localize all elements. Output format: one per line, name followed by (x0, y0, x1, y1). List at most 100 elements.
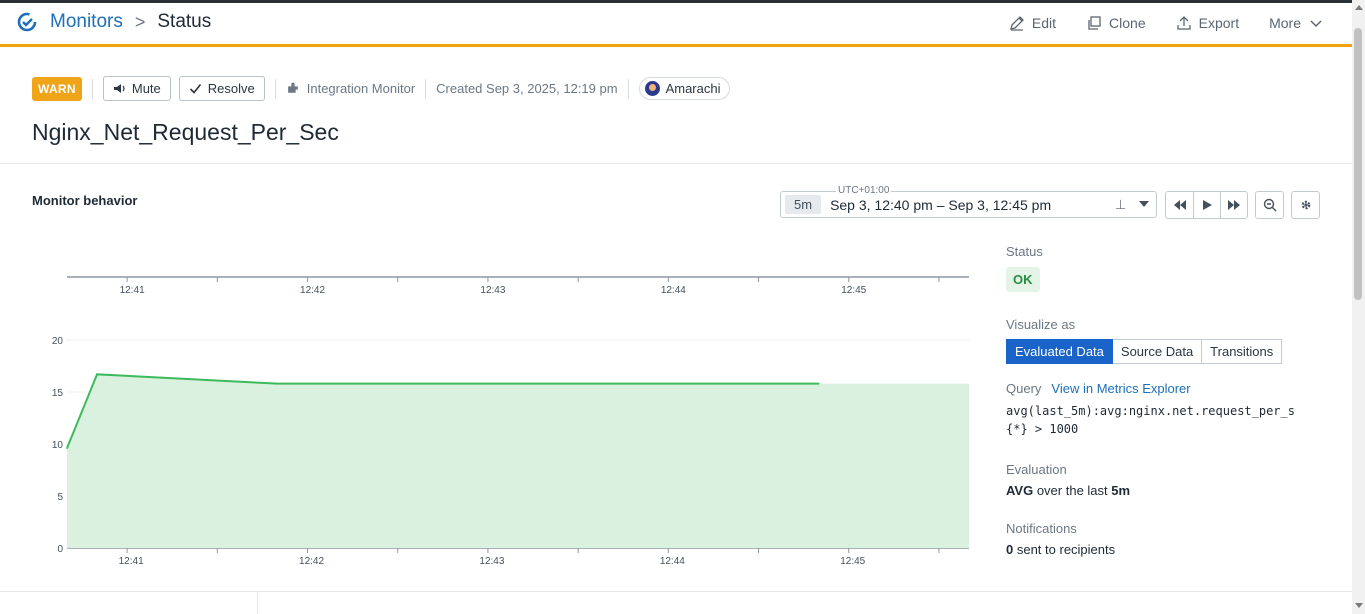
y-tick-label: 20 (52, 336, 64, 347)
data-point (817, 382, 820, 385)
y-tick-label: 5 (57, 492, 63, 503)
series-line (66, 373, 819, 449)
header-actions: Edit Clone Export More (1009, 15, 1324, 31)
mute-button[interactable]: Mute (102, 76, 171, 101)
monitor-type: Integration Monitor (286, 81, 415, 96)
y-tick-label: 15 (52, 388, 64, 399)
visualize-option-transitions[interactable]: Transitions (1202, 339, 1283, 364)
owner-chip[interactable]: Amarachi (638, 77, 731, 100)
resolve-button[interactable]: Resolve (178, 76, 265, 101)
status-badge: OK (1006, 267, 1040, 292)
y-tick-label: 0 (57, 544, 63, 555)
edit-label: Edit (1031, 15, 1057, 31)
y-tick-label: 10 (52, 440, 64, 451)
query-label: Query (1006, 381, 1042, 396)
rewind-button[interactable] (1166, 192, 1193, 218)
speaker-icon (113, 84, 125, 93)
mute-label: Mute (131, 81, 161, 96)
x-tick-label: 12:43 (479, 556, 504, 567)
evaluation-window: 5m (1111, 483, 1131, 498)
breadcrumb-current: Status (157, 11, 212, 32)
notifications-count: 0 (1006, 542, 1014, 557)
monitor-chart[interactable]: 0 5 10 15 20 12:41 12:41 12:42 12:42 12:43 12:43 12… (30, 250, 975, 570)
top-bar: Monitors > Status Edit Clone Export More (0, 3, 1352, 47)
evaluation-text: over the last (1033, 483, 1112, 498)
monitor-type-label: Integration Monitor (306, 81, 416, 96)
time-range-text: Sep 3, 12:40 pm – Sep 3, 12:45 pm (830, 196, 1052, 213)
monitors-logo-icon[interactable] (16, 11, 38, 33)
state-badge: WARN (32, 76, 82, 101)
divider (627, 78, 629, 99)
status-label: Status (1006, 244, 1043, 259)
metrics-explorer-link[interactable]: View in Metrics Explorer (1051, 381, 1191, 396)
breadcrumb: Monitors > Status (16, 11, 211, 33)
notifications-value: 0 sent to recipients (1006, 542, 1306, 557)
gear-icon (1301, 200, 1310, 210)
time-span-badge: 5m (785, 195, 822, 214)
edit-button[interactable]: Edit (1009, 15, 1056, 31)
x-tick-label: 12:45 (840, 556, 865, 567)
clone-button[interactable]: Clone (1086, 15, 1146, 31)
bottom-column-divider (257, 591, 258, 614)
vertical-scrollbar[interactable] (1352, 0, 1365, 614)
scroll-down-arrow-icon[interactable] (1355, 603, 1363, 608)
window-top-border (0, 0, 1352, 3)
section-title: Monitor behavior (32, 193, 138, 208)
x-tick-label: 12:44 (660, 556, 685, 567)
settings-button[interactable] (1292, 192, 1319, 218)
visualize-toggle: Evaluated Data Source Data Transitions (1006, 339, 1306, 364)
evaluation-value: AVG over the last 5m (1006, 483, 1306, 498)
x-tick-label: 12:41 (119, 556, 144, 567)
fast-forward-button[interactable] (1220, 192, 1247, 218)
top-x-tick-label: 12:42 (300, 285, 325, 296)
zoom-out-button[interactable] (1256, 192, 1283, 218)
puzzle-icon (287, 82, 298, 93)
divider (91, 78, 93, 99)
evaluation-label: Evaluation (1006, 462, 1067, 477)
breadcrumb-monitors-link[interactable]: Monitors (50, 11, 123, 32)
copy-icon (1088, 16, 1101, 30)
caret-down-icon[interactable] (1139, 201, 1149, 207)
top-x-tick-label: 12:41 (120, 285, 145, 296)
monitor-header: WARN Mute Resolve Integration Monitor Cr… (32, 76, 731, 101)
pencil-icon (1010, 16, 1024, 31)
scrollbar-thumb[interactable] (1354, 28, 1362, 300)
more-label: More (1269, 15, 1301, 31)
series-area (67, 374, 969, 548)
data-point (66, 447, 68, 449)
rewind-icon (1173, 200, 1186, 210)
time-range-picker[interactable]: 5m Sep 3, 12:40 pm – Sep 3, 12:45 pm ⊥ (780, 191, 1157, 218)
created-date: Created Sep 3, 2025, 12:19 pm (436, 81, 618, 96)
chevron-down-icon (1310, 20, 1322, 28)
bottom-divider (0, 591, 1352, 592)
visualize-option-source[interactable]: Source Data (1112, 339, 1203, 364)
play-button[interactable] (1193, 192, 1220, 218)
notifications-label: Notifications (1006, 521, 1077, 536)
data-point (96, 373, 98, 376)
divider (425, 78, 427, 99)
visualize-option-evaluated[interactable]: Evaluated Data (1006, 339, 1113, 364)
timezone-label: UTC+01:00 (836, 185, 892, 196)
top-x-tick-label: 12:43 (480, 285, 505, 296)
side-panel: Status OK Visualize as Evaluated Data So… (1006, 244, 1306, 557)
export-label: Export (1198, 15, 1240, 31)
settings-control (1291, 191, 1320, 219)
resolve-label: Resolve (207, 81, 255, 96)
pin-icon[interactable]: ⊥ (1115, 197, 1127, 212)
top-x-tick-label: 12:44 (661, 285, 686, 296)
chevron-right-icon: > (134, 11, 146, 32)
zoom-out-icon (1263, 198, 1276, 212)
fast-forward-icon (1228, 200, 1240, 210)
export-button[interactable]: Export (1176, 15, 1239, 31)
more-button[interactable]: More (1269, 15, 1324, 31)
scroll-up-arrow-icon[interactable] (1355, 5, 1363, 10)
notifications-text: sent to recipients (1013, 542, 1116, 557)
query-code: avg(last_5m):avg:nginx.net.request_per_s… (1006, 404, 1295, 436)
playback-controls (1165, 191, 1248, 219)
zoom-out-control (1255, 191, 1284, 219)
query-row: Query View in Metrics Explorer (1006, 381, 1306, 396)
x-tick-label: 12:42 (299, 556, 324, 567)
play-icon (1203, 200, 1212, 210)
avatar (644, 81, 660, 96)
section-divider (0, 163, 1352, 164)
